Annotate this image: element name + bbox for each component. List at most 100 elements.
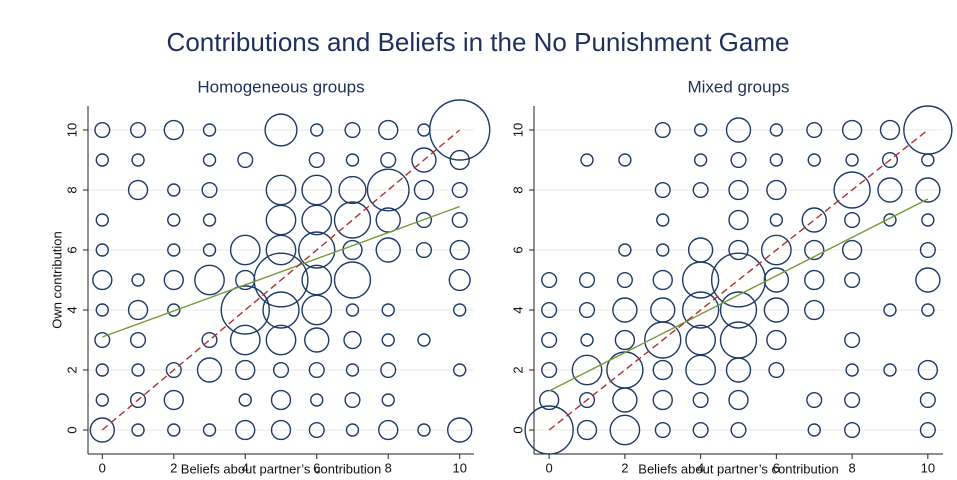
bubble — [656, 213, 670, 227]
bubble — [265, 324, 297, 356]
reference-line — [548, 129, 929, 431]
bubble — [844, 271, 861, 289]
bubble — [917, 359, 939, 381]
bubble — [92, 269, 113, 291]
y-tick-label: 2 — [64, 366, 79, 373]
bubble — [571, 354, 603, 386]
bubble — [413, 179, 435, 201]
bubble — [654, 421, 671, 439]
bubble — [165, 361, 182, 379]
bubble — [308, 151, 325, 169]
bubble — [769, 213, 784, 227]
x-tick-label: 0 — [99, 460, 106, 475]
bubble — [807, 153, 821, 167]
bubble — [806, 121, 823, 139]
bubble — [366, 168, 410, 212]
bubble — [127, 179, 149, 201]
bubble — [381, 393, 395, 407]
fit-line — [548, 198, 929, 392]
bubble — [163, 269, 184, 291]
bubble — [766, 329, 787, 351]
bubble — [841, 119, 863, 141]
bubble — [253, 252, 309, 308]
bubble — [618, 153, 632, 167]
bubble — [202, 123, 217, 137]
bubble — [411, 147, 437, 173]
bubble — [578, 301, 596, 319]
bubble — [877, 177, 903, 203]
x-tick-label: 6 — [313, 460, 320, 475]
panel-title: Homogeneous groups — [197, 77, 364, 96]
bubble — [681, 291, 720, 329]
bubble — [429, 99, 491, 161]
bubble — [415, 241, 433, 259]
bubble — [728, 179, 749, 201]
bubble — [202, 153, 217, 167]
bubble — [644, 321, 682, 359]
bubble — [656, 243, 670, 257]
bubble — [338, 175, 367, 205]
bubble — [919, 391, 936, 409]
bubble — [763, 297, 790, 323]
bubble — [201, 331, 218, 349]
bubble — [806, 391, 823, 409]
bubble — [449, 239, 470, 261]
bubble — [725, 357, 752, 383]
bubble — [345, 303, 360, 317]
chart-title: Contributions and Beliefs in the No Puni… — [167, 27, 790, 57]
bubble — [270, 419, 292, 441]
bubble — [202, 423, 217, 437]
bubble — [844, 391, 861, 409]
panel: Homogeneous groups 0 2 4 6 8 10 0 2 4 6 8 10 Beliefs … — [49, 77, 491, 476]
bubble — [345, 363, 360, 377]
bubble — [342, 239, 363, 261]
bubble — [883, 213, 897, 227]
bubble — [235, 419, 256, 441]
bubble — [844, 421, 861, 439]
bubble — [681, 261, 720, 299]
bubble — [728, 209, 749, 231]
bubble — [915, 177, 941, 203]
bubble — [804, 269, 825, 291]
bubble — [883, 363, 897, 377]
bubble — [265, 234, 297, 266]
bubble — [730, 421, 747, 439]
x-axis-label: Beliefs about partner’s contribution — [181, 461, 381, 476]
bubble — [308, 421, 325, 439]
x-tick-label: 4 — [697, 460, 704, 475]
x-tick-label: 8 — [848, 460, 855, 475]
bubble — [333, 201, 372, 239]
bubble — [451, 181, 468, 199]
bubble — [235, 359, 256, 381]
y-tick-label: 4 — [510, 306, 525, 313]
bubble — [453, 303, 467, 317]
bubble — [129, 121, 147, 139]
bubble — [89, 417, 115, 443]
bubble — [766, 179, 787, 201]
y-tick-label: 2 — [510, 366, 525, 373]
bubble — [95, 153, 109, 167]
bubble — [378, 119, 399, 141]
bubble — [308, 361, 325, 379]
bubble — [807, 423, 821, 437]
bubble — [685, 324, 717, 356]
bubble — [580, 333, 594, 347]
bubble — [417, 423, 431, 437]
bubble — [768, 361, 785, 379]
bubble — [578, 391, 596, 409]
bubble — [725, 117, 752, 143]
bubble — [693, 123, 708, 137]
y-tick-label: 6 — [64, 246, 79, 253]
panel-title: Mixed groups — [687, 77, 789, 96]
x-tick-label: 0 — [546, 460, 553, 475]
bubble — [921, 213, 935, 227]
bubble — [692, 181, 709, 199]
bubble — [618, 243, 632, 257]
bubble — [343, 330, 362, 350]
y-axis-label: Own contribution — [49, 231, 64, 329]
bubble — [915, 267, 941, 293]
bubble — [95, 213, 109, 227]
bubble — [845, 363, 859, 377]
bubble — [919, 241, 936, 259]
